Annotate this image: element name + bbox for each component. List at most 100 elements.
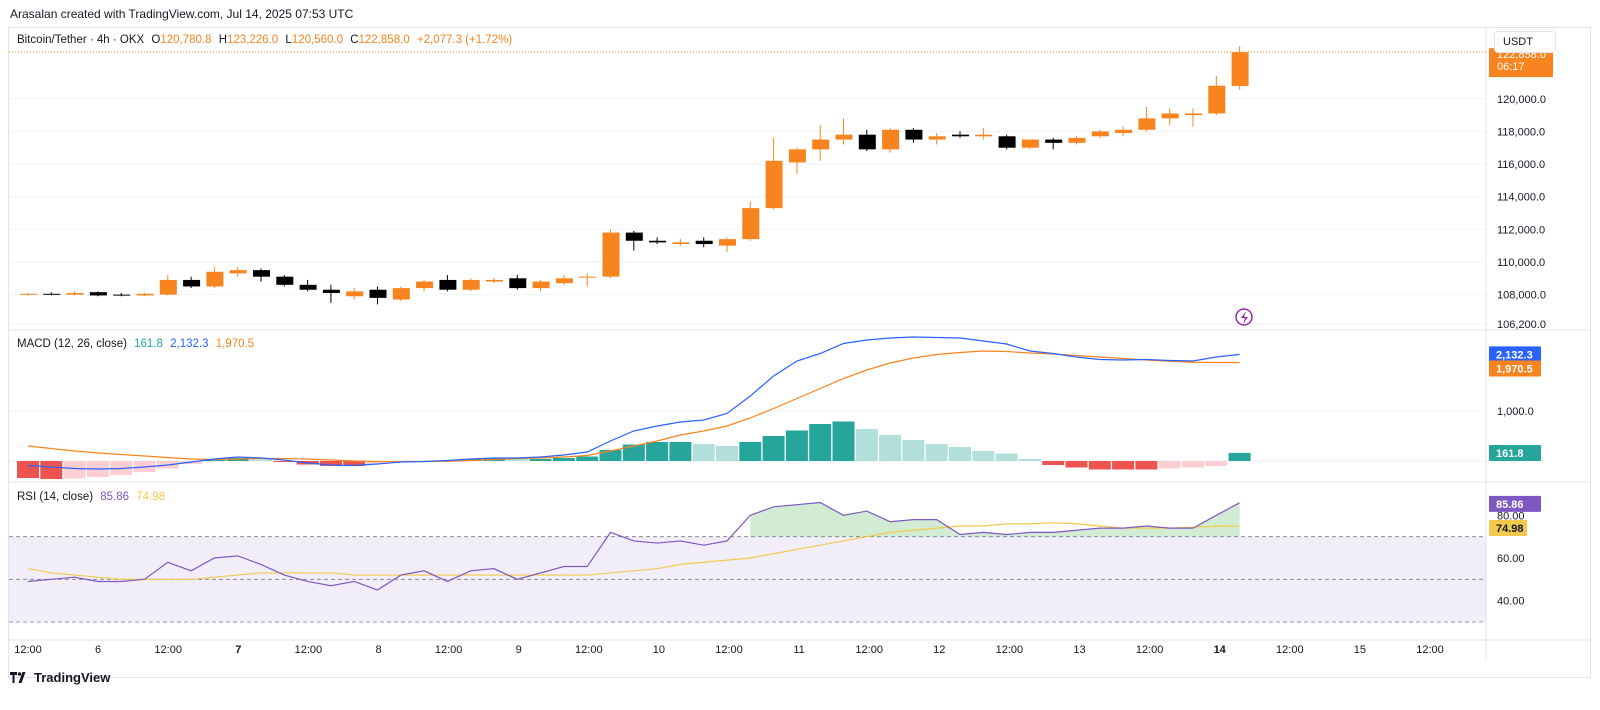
macd-histogram-bar [1228, 452, 1251, 461]
macd-histogram-bar [949, 447, 971, 461]
time-tick-label: 9 [516, 644, 522, 656]
change-value: +2,077.3 (+1.72%) [416, 34, 513, 46]
macd-histogram-bar [809, 424, 832, 461]
hist-axis-value-tag [1489, 445, 1541, 461]
macd-signal-value: 1,970.5 [215, 338, 255, 350]
macd-histogram-bar [63, 461, 86, 479]
hist-axis-value: 161.8 [1496, 448, 1524, 460]
price-tick-label: 116,000.0 [1497, 159, 1545, 171]
macd-histogram-bar [552, 458, 575, 461]
rsi-ma-line [27, 522, 1240, 580]
macd-histogram-bar [1065, 461, 1088, 468]
macd-histogram-bar [273, 461, 296, 462]
price-tick-label: 106,200.0 [1497, 319, 1546, 331]
rsi-legend: RSI (14, close) 85.86 74.98 [17, 491, 169, 503]
candle-body [346, 291, 364, 297]
candle-body [649, 240, 667, 243]
macd-tick-label: 1,000.0 [1497, 406, 1534, 418]
open-label: O [151, 34, 161, 46]
candle-body [276, 276, 294, 285]
candle-body [812, 139, 830, 150]
candle-body [322, 289, 340, 293]
candle-body [369, 289, 387, 298]
candle-body [486, 279, 503, 282]
time-tick-label: 15 [1354, 644, 1366, 656]
chart-frame [8, 27, 1591, 678]
time-tick-label: 13 [1073, 644, 1085, 656]
time-tick-label: 12:00 [575, 644, 603, 656]
macd-histogram-bar [529, 459, 552, 461]
candle-body [20, 293, 37, 295]
macd-histogram-bar [832, 421, 855, 461]
candle-body [1045, 139, 1063, 143]
macd-histogram-bar [506, 459, 529, 461]
price-tick-label: 108,000.0 [1497, 290, 1546, 302]
macd-histogram-bar [855, 429, 878, 461]
macd-signal-line [27, 350, 1240, 463]
macd-histogram-bar [1205, 461, 1228, 466]
macd-histogram-bar [599, 450, 622, 461]
close-label: C [350, 34, 359, 46]
candle-body [136, 293, 154, 296]
macd-histogram-bar [576, 456, 599, 461]
macd-histogram-bar [319, 461, 342, 466]
symbol-name[interactable]: Bitcoin/Tether · 4h · OKX [17, 34, 145, 46]
rsi-ma-axis-value: 74.98 [1496, 523, 1524, 535]
time-tick-label: 6 [95, 644, 101, 656]
macd-hist-value: 161.8 [134, 338, 163, 350]
time-tick-label: 12:00 [154, 644, 182, 656]
macd-title[interactable]: MACD (12, 26, close) [17, 338, 127, 350]
macd-histogram-bar [1042, 461, 1065, 465]
macd-legend: MACD (12, 26, close) 161.8 2,132.3 1,970… [17, 338, 258, 350]
low-value: 120,560.0 [291, 34, 343, 46]
currency-button[interactable]: USDT [1494, 31, 1556, 53]
macd-histogram-bar [902, 440, 925, 461]
time-tick-label: 12:00 [1276, 644, 1304, 656]
candle-body [719, 239, 736, 246]
candle-body [1091, 131, 1109, 137]
rsi-value: 85.86 [100, 491, 130, 503]
high-label: H [218, 34, 228, 46]
candle-body [206, 271, 224, 287]
macd-histogram-bar [762, 436, 785, 461]
macd-histogram-bar [366, 461, 389, 464]
macd-histogram-bar [17, 461, 39, 478]
rsi-overbought-fill [750, 502, 1240, 537]
macd-histogram-bar [1135, 461, 1158, 470]
macd-axis-value: 2,132.3 [1496, 349, 1533, 361]
candle-body [998, 136, 1016, 148]
candle-body [43, 293, 61, 295]
bar-countdown: 06:17 [1497, 61, 1525, 73]
candle-body [1231, 52, 1249, 87]
candle-body [416, 281, 434, 289]
last-price-tag [1489, 48, 1553, 78]
macd-histogram-bar [669, 442, 692, 461]
price-tick-label: 114,000.0 [1497, 192, 1545, 204]
time-tick-label: 7 [235, 644, 241, 656]
rsi-line [27, 501, 1240, 591]
candle-body [765, 160, 783, 209]
rsi-title[interactable]: RSI (14, close) [17, 491, 94, 503]
tradingview-brand: TradingView [10, 670, 110, 685]
macd-histogram-bar [995, 453, 1018, 461]
time-tick-label: 12:00 [1136, 644, 1164, 656]
macd-histogram-bar [972, 451, 995, 461]
price-tick-label: 110,000.0 [1497, 257, 1545, 269]
rsi-ma-axis-tag [1489, 520, 1527, 537]
macd-histogram-bar [785, 430, 808, 461]
high-value: 123,226.0 [227, 34, 279, 46]
candle-body [159, 279, 177, 295]
macd-histogram-bar [925, 444, 948, 461]
candle-body [253, 270, 270, 277]
candle-body [439, 279, 457, 290]
lightning-icon [1235, 308, 1253, 326]
candle-body [928, 136, 946, 140]
candle-body [695, 240, 713, 245]
time-tick-label: 11 [793, 644, 804, 656]
macd-histogram-bar [1158, 461, 1181, 469]
candle-body [905, 129, 923, 140]
candle-body [742, 208, 760, 240]
candle-body [579, 276, 597, 278]
candle-body [672, 242, 690, 245]
